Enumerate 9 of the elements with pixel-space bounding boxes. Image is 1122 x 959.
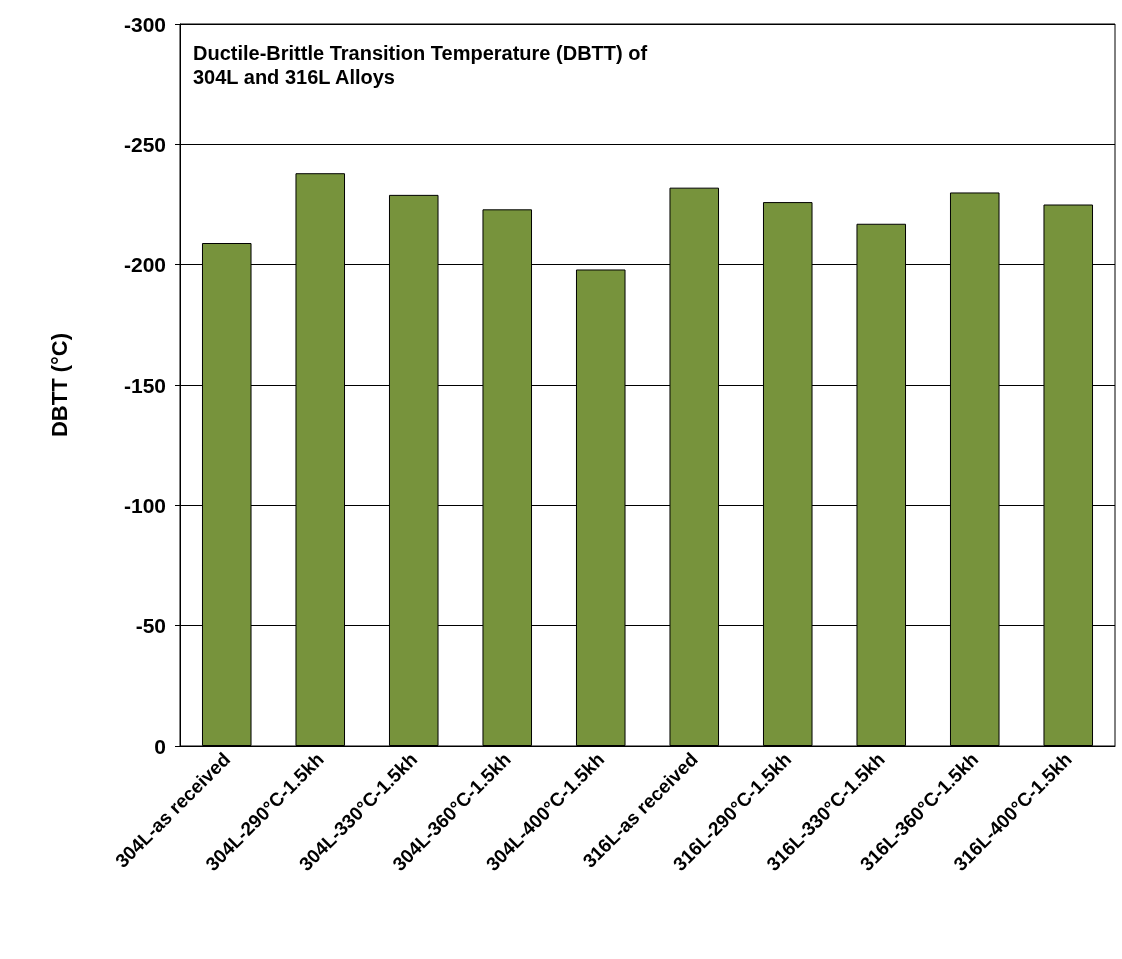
y-tick-label: -300	[123, 12, 166, 36]
y-tick-label: -100	[123, 493, 166, 517]
y-tick-label: -200	[123, 253, 166, 277]
text: Ductile-Brittle Transition Temperature (DBTT) of 304L and 316L Alloys	[193, 42, 653, 88]
y-tick-label: -50	[135, 614, 166, 638]
y-tick-label: -150	[123, 373, 166, 397]
y-tick-label: 0	[154, 734, 166, 758]
y-axis-title: DBTT (°C)	[46, 332, 72, 438]
y-tick-label: -250	[123, 132, 166, 156]
